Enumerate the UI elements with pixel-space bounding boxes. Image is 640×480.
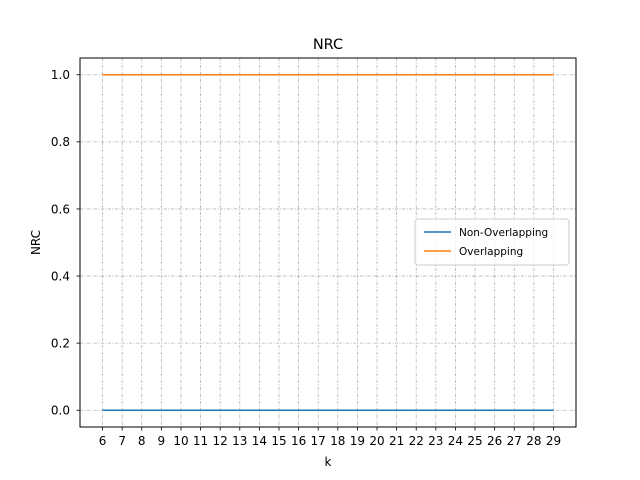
legend-label: Overlapping: [459, 246, 523, 258]
x-tick-label: 6: [99, 434, 107, 448]
x-axis: 6 7 8 9 10 11 12 13 14 15 16 17 18 19 20 21 22 23 24 25 26 27…: [99, 427, 561, 448]
x-tick-label: 22: [409, 434, 424, 448]
x-tick-label: 7: [118, 434, 126, 448]
x-tick-label: 19: [350, 434, 365, 448]
y-tick-label: 0.8: [51, 135, 70, 149]
x-tick-label: 11: [193, 434, 208, 448]
x-tick-label: 15: [271, 434, 286, 448]
x-tick-label: 29: [546, 434, 561, 448]
x-tick-label: 16: [291, 434, 306, 448]
x-tick-label: 9: [158, 434, 166, 448]
y-tick-label: 0.2: [51, 336, 70, 350]
x-tick-label: 8: [138, 434, 146, 448]
x-tick-label: 20: [369, 434, 384, 448]
y-tick-label: 1.0: [51, 68, 70, 82]
x-tick-label: 24: [448, 434, 463, 448]
x-tick-label: 14: [252, 434, 267, 448]
y-tick-label: 0.4: [51, 269, 70, 283]
legend-frame: [414, 218, 570, 266]
x-tick-label: 13: [232, 434, 247, 448]
x-tick-label: 12: [213, 434, 228, 448]
legend: Non-Overlapping Overlapping: [414, 218, 570, 266]
x-tick-label: 23: [428, 434, 443, 448]
chart-title: NRC: [313, 37, 343, 53]
x-tick-label: 18: [330, 434, 345, 448]
x-tick-label: 28: [526, 434, 541, 448]
y-axis: 0.0 0.2 0.4 0.6 0.8 1.0: [51, 68, 80, 418]
x-tick-label: 21: [389, 434, 404, 448]
y-tick-label: 0.0: [51, 404, 70, 418]
plot-frame: [79, 57, 577, 428]
x-tick-label: 27: [507, 434, 522, 448]
x-tick-label: 25: [467, 434, 482, 448]
x-tick-label: 26: [487, 434, 502, 448]
x-tick-label: 17: [311, 434, 326, 448]
y-axis-label: NRC: [29, 230, 43, 255]
y-tick-label: 0.6: [51, 202, 70, 216]
legend-label: Non-Overlapping: [459, 227, 548, 239]
series-layer: [102, 74, 554, 411]
x-axis-label: k: [325, 455, 332, 469]
x-tick-label: 10: [173, 434, 188, 448]
